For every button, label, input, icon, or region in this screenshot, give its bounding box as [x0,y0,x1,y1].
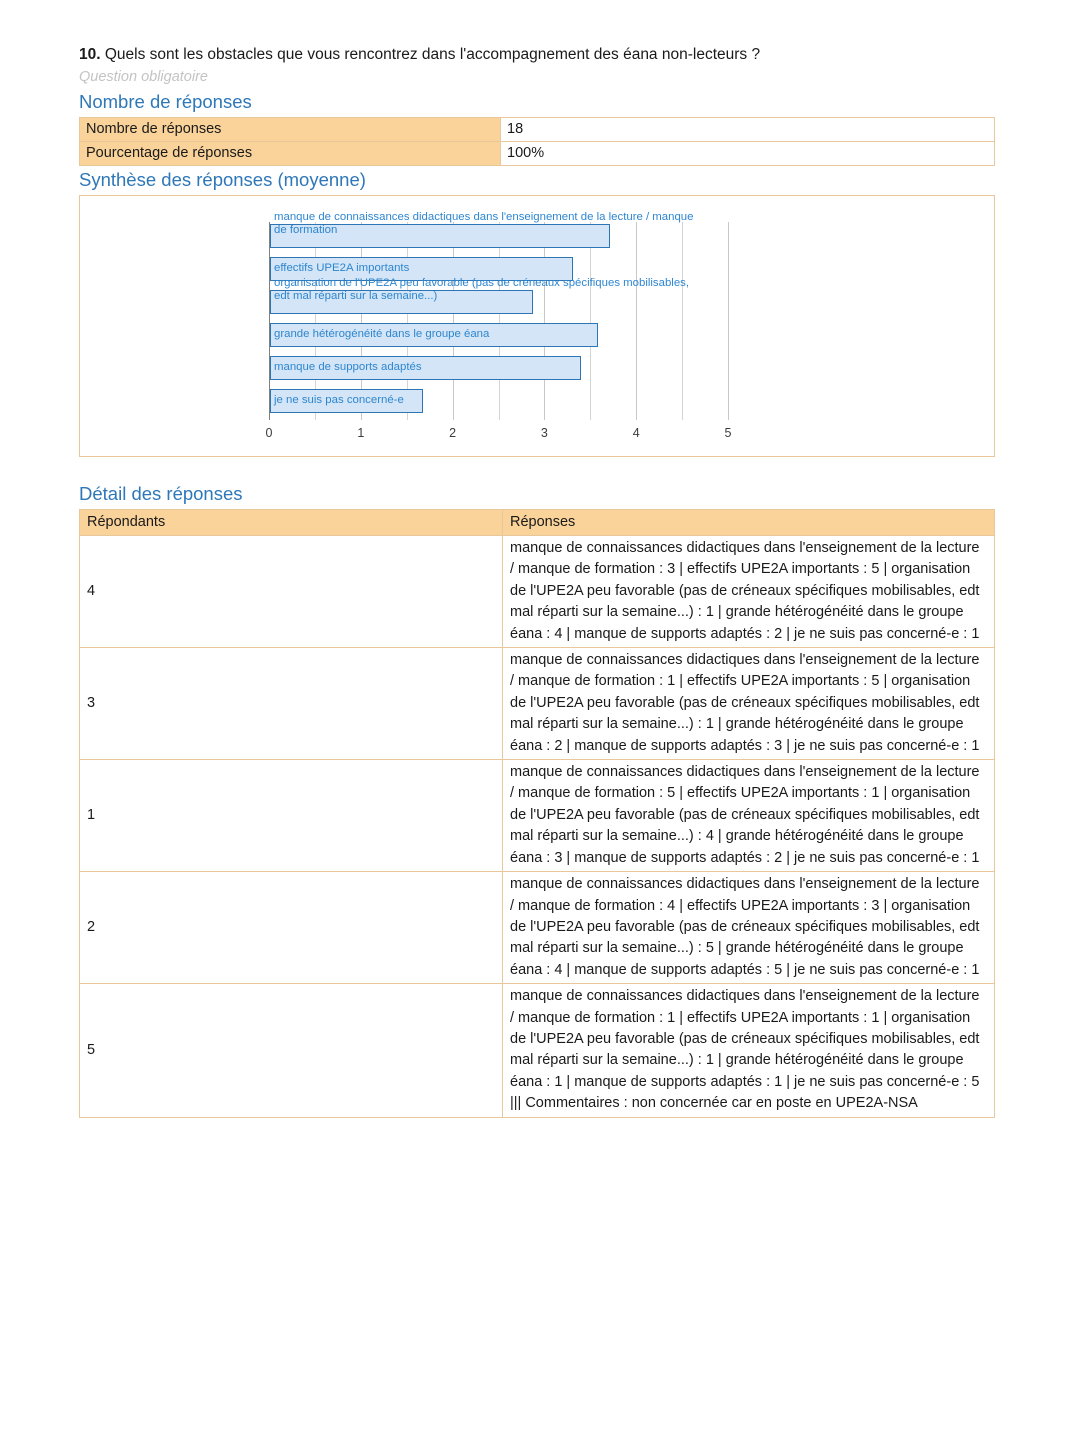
chart-y-axis-line [269,222,270,420]
column-header-respondents: Répondants [79,509,503,536]
chart-gridline [360,222,362,420]
chart-x-tick-label: 1 [357,426,365,440]
chart-minor-gridline [682,222,684,420]
chart-gridline [544,222,546,420]
column-header-responses: Réponses [502,509,995,536]
chart-bar [270,224,610,248]
respondent-response: manque de connaissances didactiques dans… [502,983,995,1118]
chart-minor-gridline [498,222,500,420]
chart-minor-gridline [314,222,316,420]
chart-x-tick-label: 2 [449,426,457,440]
table-header-row: Répondants Réponses [79,509,995,536]
count-value-pourcentage: 100% [500,141,995,166]
chart-bar [270,290,533,314]
question-text: Quels sont les obstacles que vous rencon… [104,46,761,63]
chart-minor-gridline [406,222,408,420]
respondent-id: 1 [79,759,503,873]
chart-bar [270,323,598,347]
chart-x-tick-label: 5 [724,426,732,440]
average-bar-chart: 0 1 2 3 4 5 manque de connaissances didactique… [79,195,995,457]
chart-bar-row: organisation de l'UPE2A peu favorable (p… [270,277,729,314]
chart-gridline [728,222,729,420]
table-row: 4 manque de connaissances didactiques dan… [79,534,995,649]
respondent-response: manque de connaissances didactiques dans… [502,647,995,761]
chart-bar-row: grande hétérogénéité dans le groupe éana [270,323,729,347]
count-label-nombre: Nombre de réponses [79,117,501,142]
chart-bar-row: manque de connaissances didactiques dans… [270,211,729,248]
respondent-id: 5 [79,983,503,1118]
chart-gridline [636,222,638,420]
question-number: 10. [79,46,101,63]
chart-gridline [452,222,454,420]
count-label-pourcentage: Pourcentage de réponses [79,141,501,166]
section-heading-synthesis: Synthèse des réponses (moyenne) [79,169,366,190]
chart-bar-row: effectifs UPE2A importants [270,257,729,281]
question-title: 10. Quels sont les obstacles que vous re… [79,45,995,65]
chart-bar-row: je ne suis pas concerné-e [270,389,729,413]
table-row: 3 manque de connaissances didactiques dan… [79,647,995,761]
chart-plot-area: 0 1 2 3 4 5 manque de connaissances didactique… [266,211,732,440]
respondent-response: manque de connaissances didactiques dans… [502,759,995,873]
chart-bar [270,389,424,413]
respondent-id: 2 [79,871,503,985]
respondent-response: manque de connaissances didactiques dans… [502,534,995,649]
table-row: Nombre de réponses 18 [79,117,995,142]
chart-x-tick-label: 0 [265,426,273,440]
chart-x-tick-label: 3 [540,426,548,440]
table-row: 2 manque de connaissances didactiques dan… [79,871,995,985]
chart-bar-row: manque de supports adaptés [270,356,729,380]
chart-bar [270,257,573,281]
chart-minor-gridline [590,222,592,420]
section-heading-detail: Détail des réponses [79,483,243,504]
respondent-response: manque de connaissances didactiques dans… [502,871,995,985]
count-value-nombre: 18 [500,117,995,142]
chart-bar [270,356,582,380]
table-row: Pourcentage de réponses 100% [79,141,995,166]
section-heading-response-count: Nombre de réponses [79,91,252,112]
respondent-id: 4 [79,534,503,649]
question-required-note: Question obligatoire [79,69,208,85]
chart-x-tick-label: 4 [632,426,640,440]
respondent-id: 3 [79,647,503,761]
detail-responses-table: Répondants Réponses 4 manque de connaissa… [79,509,995,1118]
response-count-table: Nombre de réponses 18 Pourcentage de rép… [79,117,995,166]
detail-table-body: 4 manque de connaissances didactiques dan… [79,534,995,1118]
table-row: 1 manque de connaissances didactiques dan… [79,759,995,873]
table-row: 5 manque de connaissances didactiques dan… [79,983,995,1118]
